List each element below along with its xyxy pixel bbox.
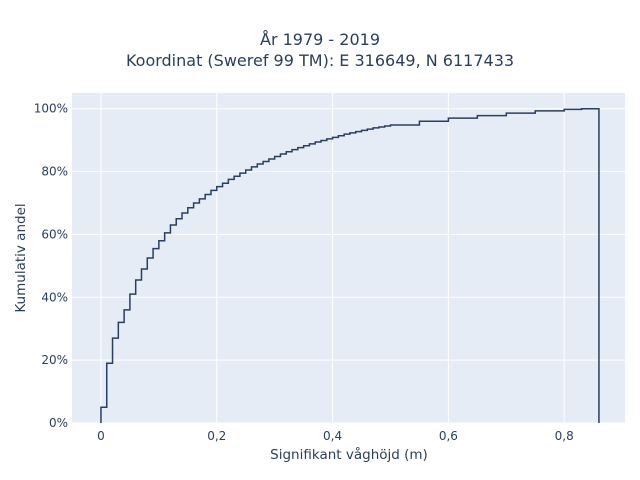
y-tick-label: 100%: [34, 102, 68, 116]
ecdf-step-line: [100, 107, 600, 423]
x-tick-label: 0,4: [323, 429, 342, 443]
y-axis-title: Kumulativ andel: [13, 203, 29, 313]
x-tick-label: 0,8: [555, 429, 574, 443]
data-layer: [100, 107, 600, 423]
x-tick-label: 0,6: [439, 429, 458, 443]
y-tick-label: 60%: [41, 227, 68, 241]
x-tick-label: 0: [97, 429, 105, 443]
grid: [72, 93, 625, 424]
chart-title-line-1: År 1979 - 2019: [260, 30, 380, 49]
tick-labels: 0 0,2 0,4 0,6 0,8 0% 20% 40% 60% 80% 100%: [34, 102, 574, 443]
y-tick-label: 0%: [49, 416, 68, 430]
plot-background: [72, 93, 625, 423]
x-axis-title: Signifikant våghöjd (m): [270, 447, 428, 463]
y-tick-label: 20%: [41, 353, 68, 367]
x-tick-label: 0,2: [207, 429, 226, 443]
y-tick-label: 40%: [41, 290, 68, 304]
y-tick-label: 80%: [41, 165, 68, 179]
chart-title-line-2: Koordinat (Sweref 99 TM): E 316649, N 61…: [125, 51, 515, 70]
